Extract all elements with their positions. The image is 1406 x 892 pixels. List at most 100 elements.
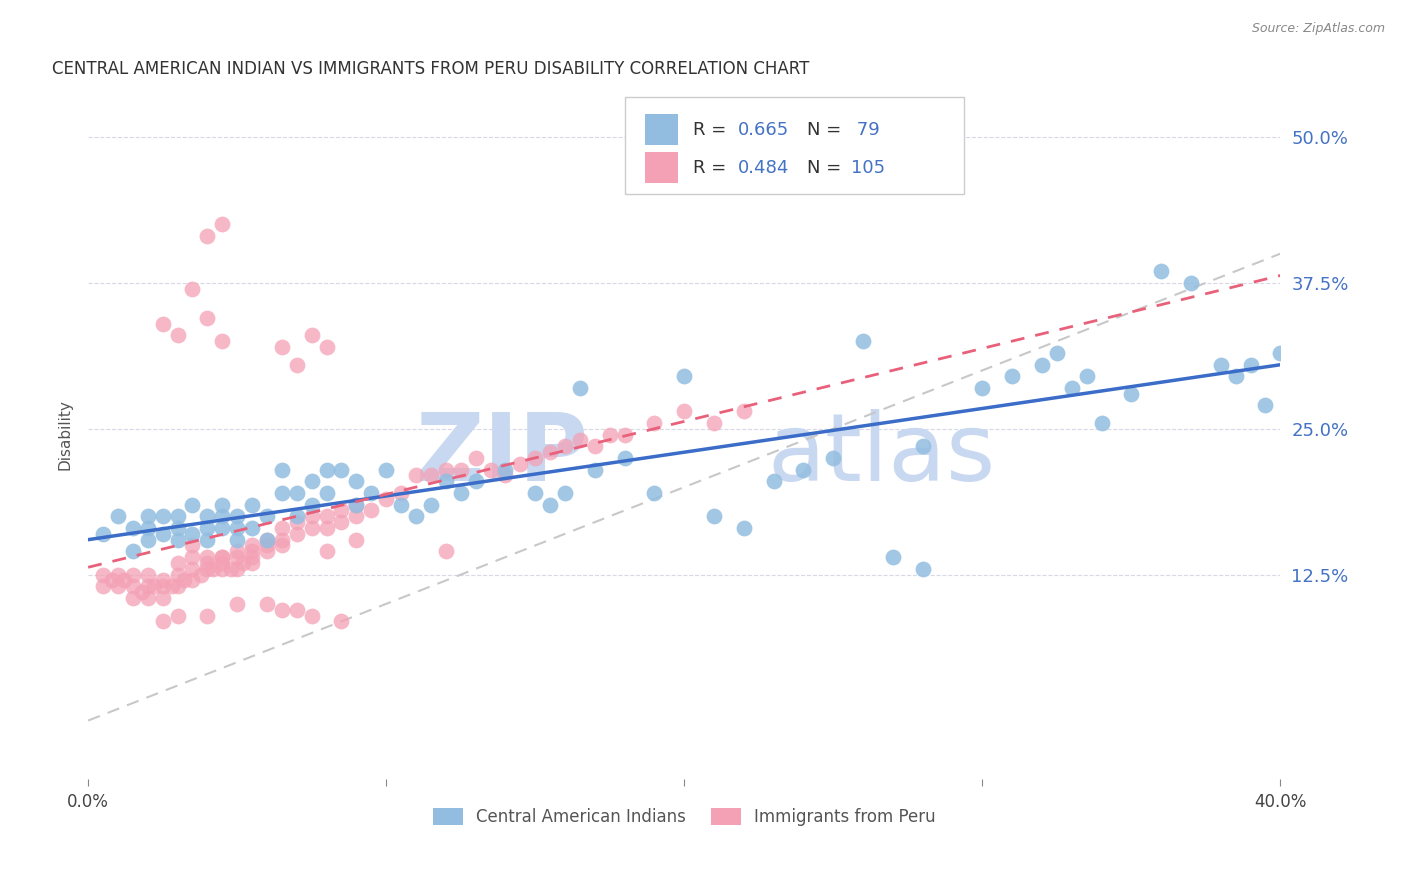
Text: 79: 79 xyxy=(851,121,880,139)
Point xyxy=(270,486,292,500)
Point xyxy=(703,509,725,524)
Text: 0.484: 0.484 xyxy=(738,159,789,178)
Point xyxy=(240,544,263,558)
Point xyxy=(389,498,412,512)
Point xyxy=(270,602,292,616)
Point xyxy=(1121,386,1143,401)
Point xyxy=(226,509,249,524)
Point xyxy=(211,562,233,576)
Point xyxy=(181,539,204,553)
Point xyxy=(181,498,204,512)
Point xyxy=(256,533,278,547)
Point xyxy=(315,462,337,476)
Point xyxy=(613,450,636,465)
Point xyxy=(181,282,204,296)
Point xyxy=(211,521,233,535)
Point xyxy=(270,521,292,535)
Point xyxy=(568,434,591,448)
Point xyxy=(160,579,183,593)
Point xyxy=(152,579,174,593)
Point xyxy=(166,509,188,524)
Point xyxy=(136,591,159,605)
Point xyxy=(256,597,278,611)
Point xyxy=(389,486,412,500)
Point xyxy=(450,462,472,476)
Point xyxy=(181,526,204,541)
Point xyxy=(301,498,323,512)
FancyBboxPatch shape xyxy=(624,97,965,194)
Point xyxy=(202,562,225,576)
Point xyxy=(315,486,337,500)
Point xyxy=(101,574,124,588)
Point xyxy=(524,486,547,500)
Point xyxy=(166,533,188,547)
Point xyxy=(256,533,278,547)
Point xyxy=(1001,369,1024,384)
Point xyxy=(852,334,875,349)
Point xyxy=(360,503,382,517)
Point xyxy=(190,567,212,582)
Point xyxy=(256,539,278,553)
Point xyxy=(166,608,188,623)
Point xyxy=(285,602,308,616)
Point xyxy=(375,462,398,476)
Point xyxy=(1180,276,1202,290)
Point xyxy=(538,498,561,512)
Point xyxy=(479,462,502,476)
Point xyxy=(583,462,606,476)
Point xyxy=(270,539,292,553)
Point xyxy=(360,486,382,500)
Point xyxy=(195,533,218,547)
Point xyxy=(344,509,367,524)
Point xyxy=(330,615,353,629)
FancyBboxPatch shape xyxy=(645,153,678,183)
Point xyxy=(301,475,323,489)
Point xyxy=(330,503,353,517)
Point xyxy=(344,475,367,489)
Point xyxy=(211,498,233,512)
Text: N =: N = xyxy=(807,159,846,178)
Point xyxy=(315,509,337,524)
Point xyxy=(344,498,367,512)
Text: atlas: atlas xyxy=(768,409,995,501)
Point xyxy=(166,521,188,535)
Point xyxy=(1060,381,1083,395)
Point xyxy=(166,556,188,570)
Point xyxy=(419,468,441,483)
Point xyxy=(195,556,218,570)
Point xyxy=(270,533,292,547)
Legend: Central American Indians, Immigrants from Peru: Central American Indians, Immigrants fro… xyxy=(426,801,942,832)
Point xyxy=(142,579,165,593)
Point xyxy=(285,526,308,541)
Point xyxy=(256,509,278,524)
Point xyxy=(121,591,143,605)
Point xyxy=(494,462,516,476)
Point xyxy=(285,358,308,372)
Point xyxy=(195,310,218,325)
Point xyxy=(643,416,665,430)
Point xyxy=(152,317,174,331)
Point xyxy=(107,579,129,593)
Point xyxy=(195,509,218,524)
Point xyxy=(131,585,153,599)
Point xyxy=(911,439,934,453)
Point xyxy=(434,475,457,489)
Point xyxy=(733,521,755,535)
Point xyxy=(211,218,233,232)
Point xyxy=(232,556,254,570)
Point xyxy=(1150,264,1173,278)
Point xyxy=(882,550,904,565)
Point xyxy=(568,381,591,395)
Point xyxy=(173,574,195,588)
Point xyxy=(219,562,242,576)
Point xyxy=(136,521,159,535)
Point xyxy=(911,562,934,576)
Point xyxy=(195,521,218,535)
Point xyxy=(240,556,263,570)
Point xyxy=(121,579,143,593)
Point xyxy=(152,509,174,524)
Point xyxy=(226,550,249,565)
Point xyxy=(301,521,323,535)
Point xyxy=(152,574,174,588)
Point xyxy=(1239,358,1261,372)
